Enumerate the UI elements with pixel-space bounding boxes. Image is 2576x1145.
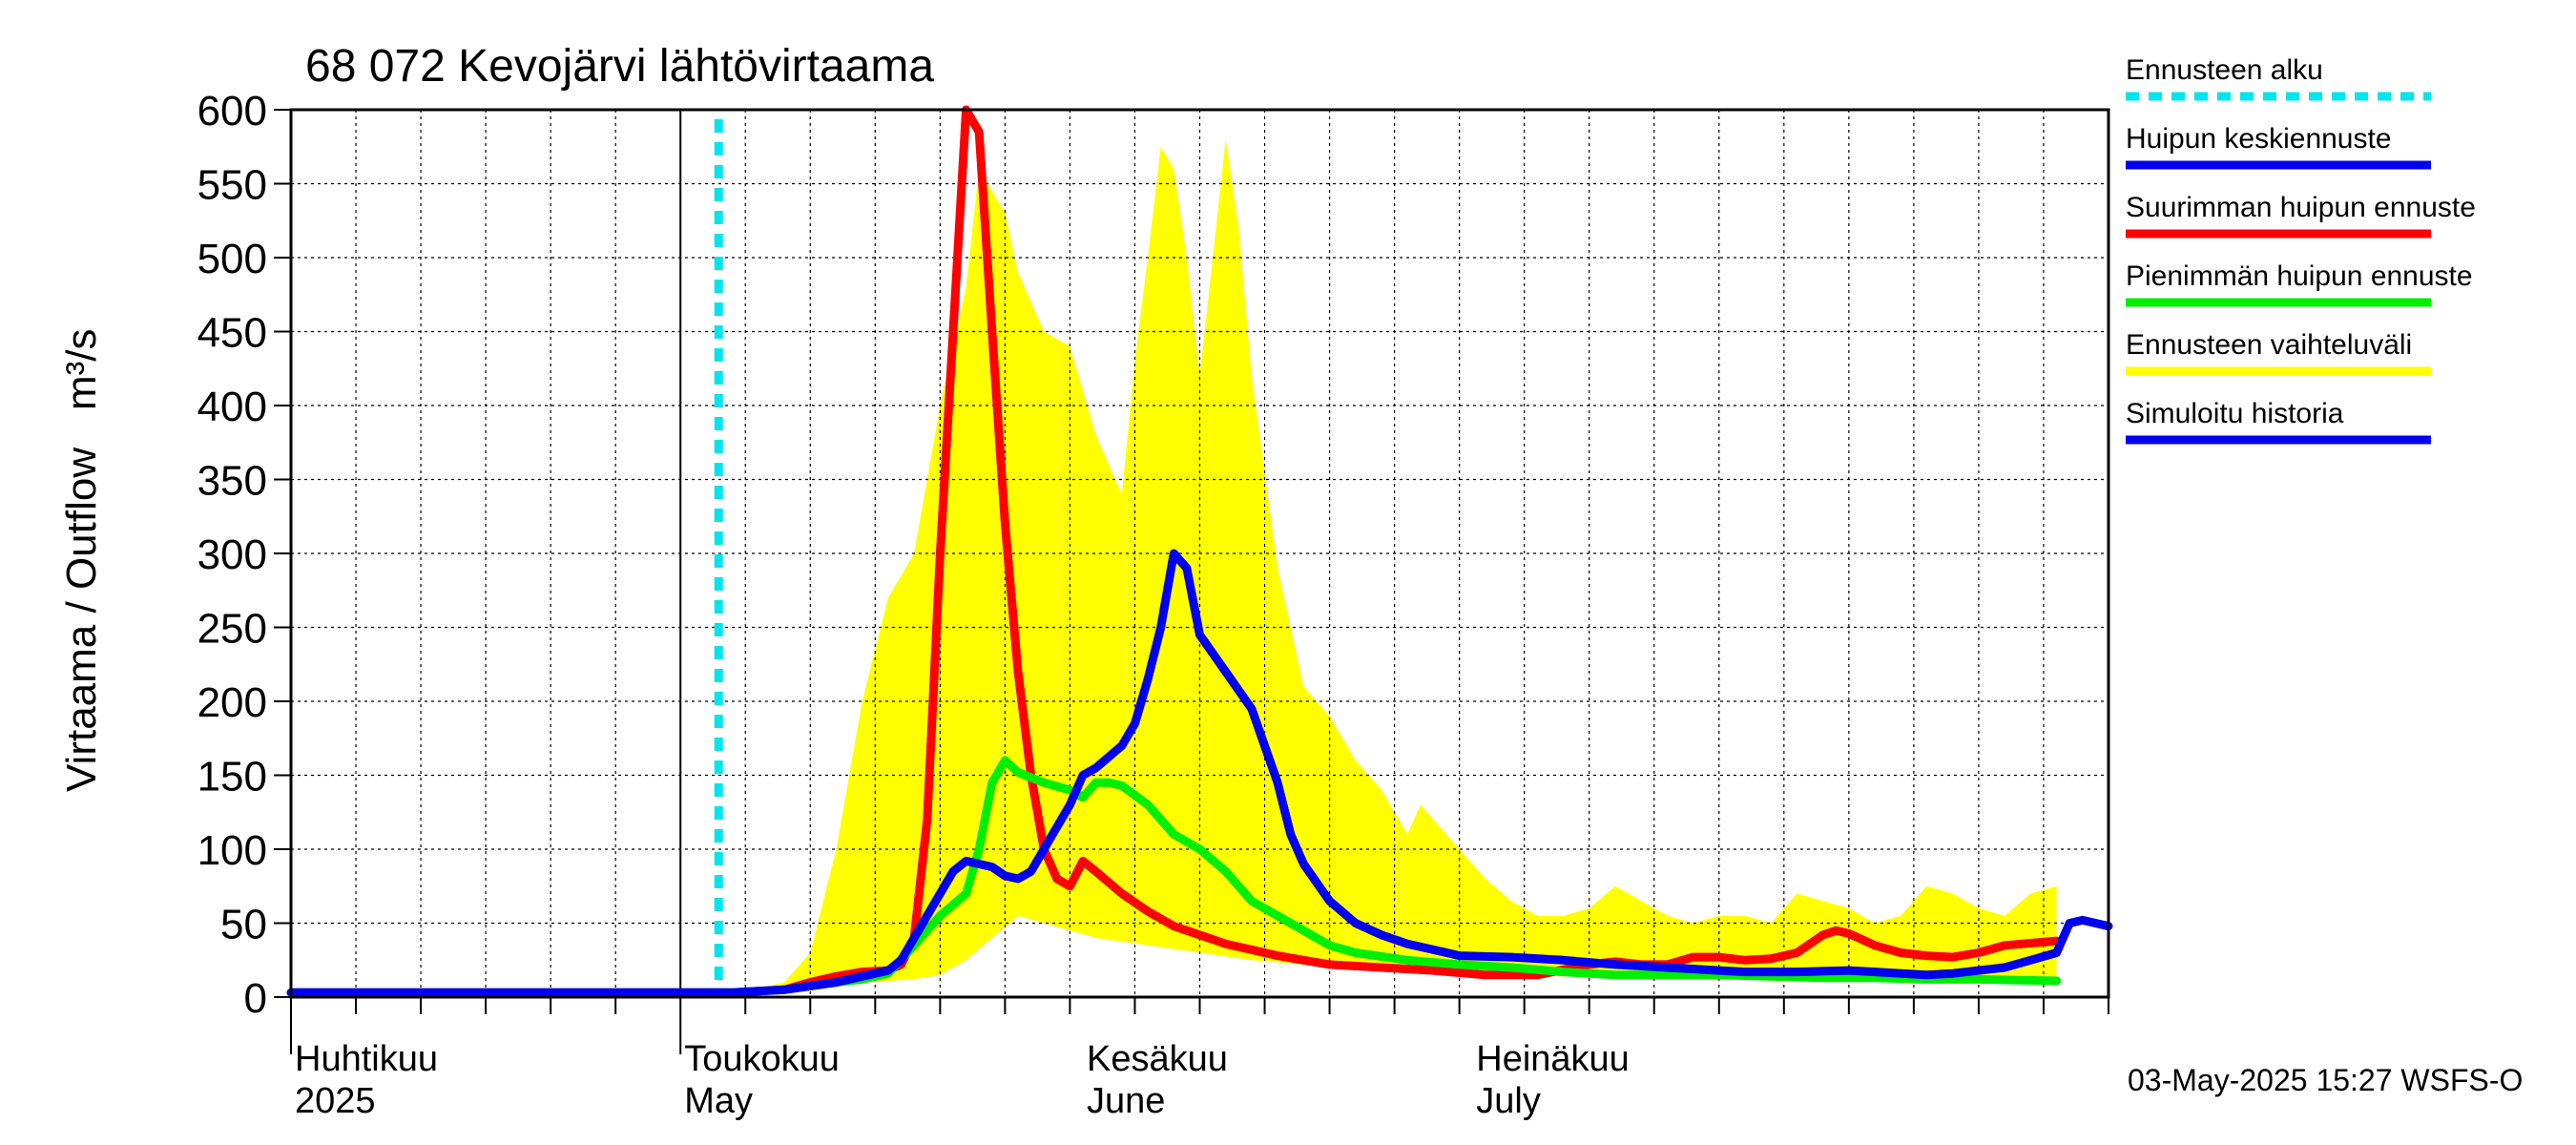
legend: Ennusteen alku Huipun keskiennuste Suurimm… [2126, 54, 2476, 445]
legend-label: Ennusteen alku [2126, 54, 2323, 86]
month-label: Toukokuu [684, 1039, 840, 1079]
series-line-pienimm-n-huipun-ennuste [286, 756, 2062, 997]
legend-label: Suurimman huipun ennuste [2126, 192, 2476, 223]
y-tick-label: 50 [220, 902, 267, 948]
month-label-sub: May [684, 1081, 753, 1121]
y-axis-title: Virtaama / Outflow [58, 448, 105, 792]
y-tick-label: 100 [197, 827, 267, 874]
series-line-huipun-keskiennuste [286, 549, 2113, 997]
legend-label: Pienimmän huipun ennuste [2126, 260, 2473, 292]
y-tick-label: 300 [197, 531, 267, 578]
y-axis-unit: m³/s [58, 328, 105, 410]
month-label: Heinäkuu [1476, 1039, 1630, 1079]
month-label: Kesäkuu [1087, 1039, 1228, 1079]
month-label-sub: July [1476, 1081, 1541, 1121]
series-line-suurimman-huipun-ennuste [286, 105, 2062, 997]
month-label-sub: 2025 [295, 1081, 376, 1121]
y-tick-label: 500 [197, 236, 267, 282]
y-tick-label: 200 [197, 679, 267, 726]
legend-label: Ennusteen vaihteluväli [2126, 329, 2412, 361]
y-tick-label: 400 [197, 384, 267, 430]
y-tick-label: 450 [197, 310, 267, 357]
legend-label: Huipun keskiennuste [2126, 123, 2392, 155]
grid-layer [290, 109, 2109, 1054]
y-axis-label: Virtaama / Outflow m³/s [58, 328, 105, 792]
month-label: Huhtikuu [295, 1039, 438, 1079]
chart-title: 68 072 Kevojärvi lähtövirtaama [305, 41, 934, 92]
y-tick-labels: 0 50 100 150 200 250 300 350 400 450 500 550 600 [197, 88, 291, 1022]
y-tick-label: 550 [197, 162, 267, 209]
y-tick-label: 150 [197, 754, 267, 801]
y-tick-label: 0 [244, 975, 267, 1022]
y-tick-label: 600 [197, 88, 267, 135]
y-tick-label: 350 [197, 458, 267, 505]
legend-label: Simuloitu historia [2126, 398, 2344, 429]
month-label-sub: June [1087, 1081, 1165, 1121]
y-tick-label: 250 [197, 606, 267, 653]
series-layer [286, 105, 2113, 997]
timestamp-footer: 03-May-2025 15:27 WSFS-O [2128, 1063, 2523, 1097]
